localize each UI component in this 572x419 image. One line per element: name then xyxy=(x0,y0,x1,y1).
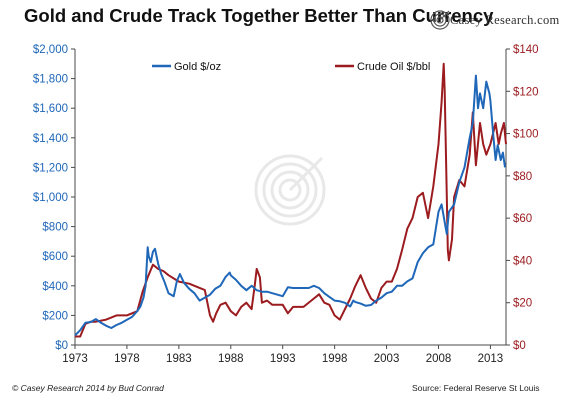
footer-source: Source: Federal Reserve St Louis xyxy=(412,383,540,393)
x-tick-label: 1998 xyxy=(322,353,348,365)
chart-title: Gold and Crude Track Together Better Tha… xyxy=(24,5,494,26)
gold-line xyxy=(74,74,506,337)
x-tick-label: 2008 xyxy=(426,353,452,365)
legend: Gold $/oz Crude Oil $/bbl xyxy=(152,61,430,73)
left-tick-label: $800 xyxy=(42,222,68,234)
x-tick-label: 2013 xyxy=(478,353,504,365)
left-tick-label: $200 xyxy=(42,310,68,322)
axes-layer: $0 $200 $400 $600 $800 $1,000 $1,200 $1,400 $1,6… xyxy=(33,44,539,365)
x-tick-label: 1983 xyxy=(166,353,192,365)
right-tick-label: $120 xyxy=(513,86,539,98)
watermark-logo-icon xyxy=(254,154,326,226)
right-tick-label: $40 xyxy=(513,255,532,267)
target-logo-icon xyxy=(430,10,450,30)
left-tick-label: $1,400 xyxy=(33,133,68,145)
x-tick-label: 1978 xyxy=(114,353,140,365)
right-tick-label: $140 xyxy=(513,44,539,56)
x-tick-label: 2003 xyxy=(374,353,400,365)
left-tick-label: $0 xyxy=(55,340,68,352)
footer-credit: © Casey Research 2014 by Bud Conrad xyxy=(12,383,164,393)
left-tick-label: $1,600 xyxy=(33,103,68,115)
right-tick-label: $80 xyxy=(513,171,532,183)
legend-label-gold: Gold $/oz xyxy=(174,61,221,73)
legend-label-oil: Crude Oil $/bbl xyxy=(357,61,430,73)
x-tick-label: 1993 xyxy=(270,353,296,365)
right-tick-label: $100 xyxy=(513,129,539,141)
left-tick-label: $600 xyxy=(42,251,68,263)
right-tick-label: $20 xyxy=(513,298,532,310)
left-tick-label: $1,800 xyxy=(33,74,68,86)
brand-logo[interactable]: Casey Research.com xyxy=(430,10,560,30)
series-layer xyxy=(74,62,507,338)
left-tick-label: $400 xyxy=(42,281,68,293)
left-tick-label: $2,000 xyxy=(33,44,68,56)
right-tick-label: $0 xyxy=(513,340,526,352)
brand-name: Casey Research.com xyxy=(450,12,560,27)
left-tick-label: $1,200 xyxy=(33,162,68,174)
x-tick-label: 1988 xyxy=(218,353,244,365)
x-tick-label: 1973 xyxy=(62,353,88,365)
right-tick-label: $60 xyxy=(513,213,532,225)
left-tick-label: $1,000 xyxy=(33,192,68,204)
